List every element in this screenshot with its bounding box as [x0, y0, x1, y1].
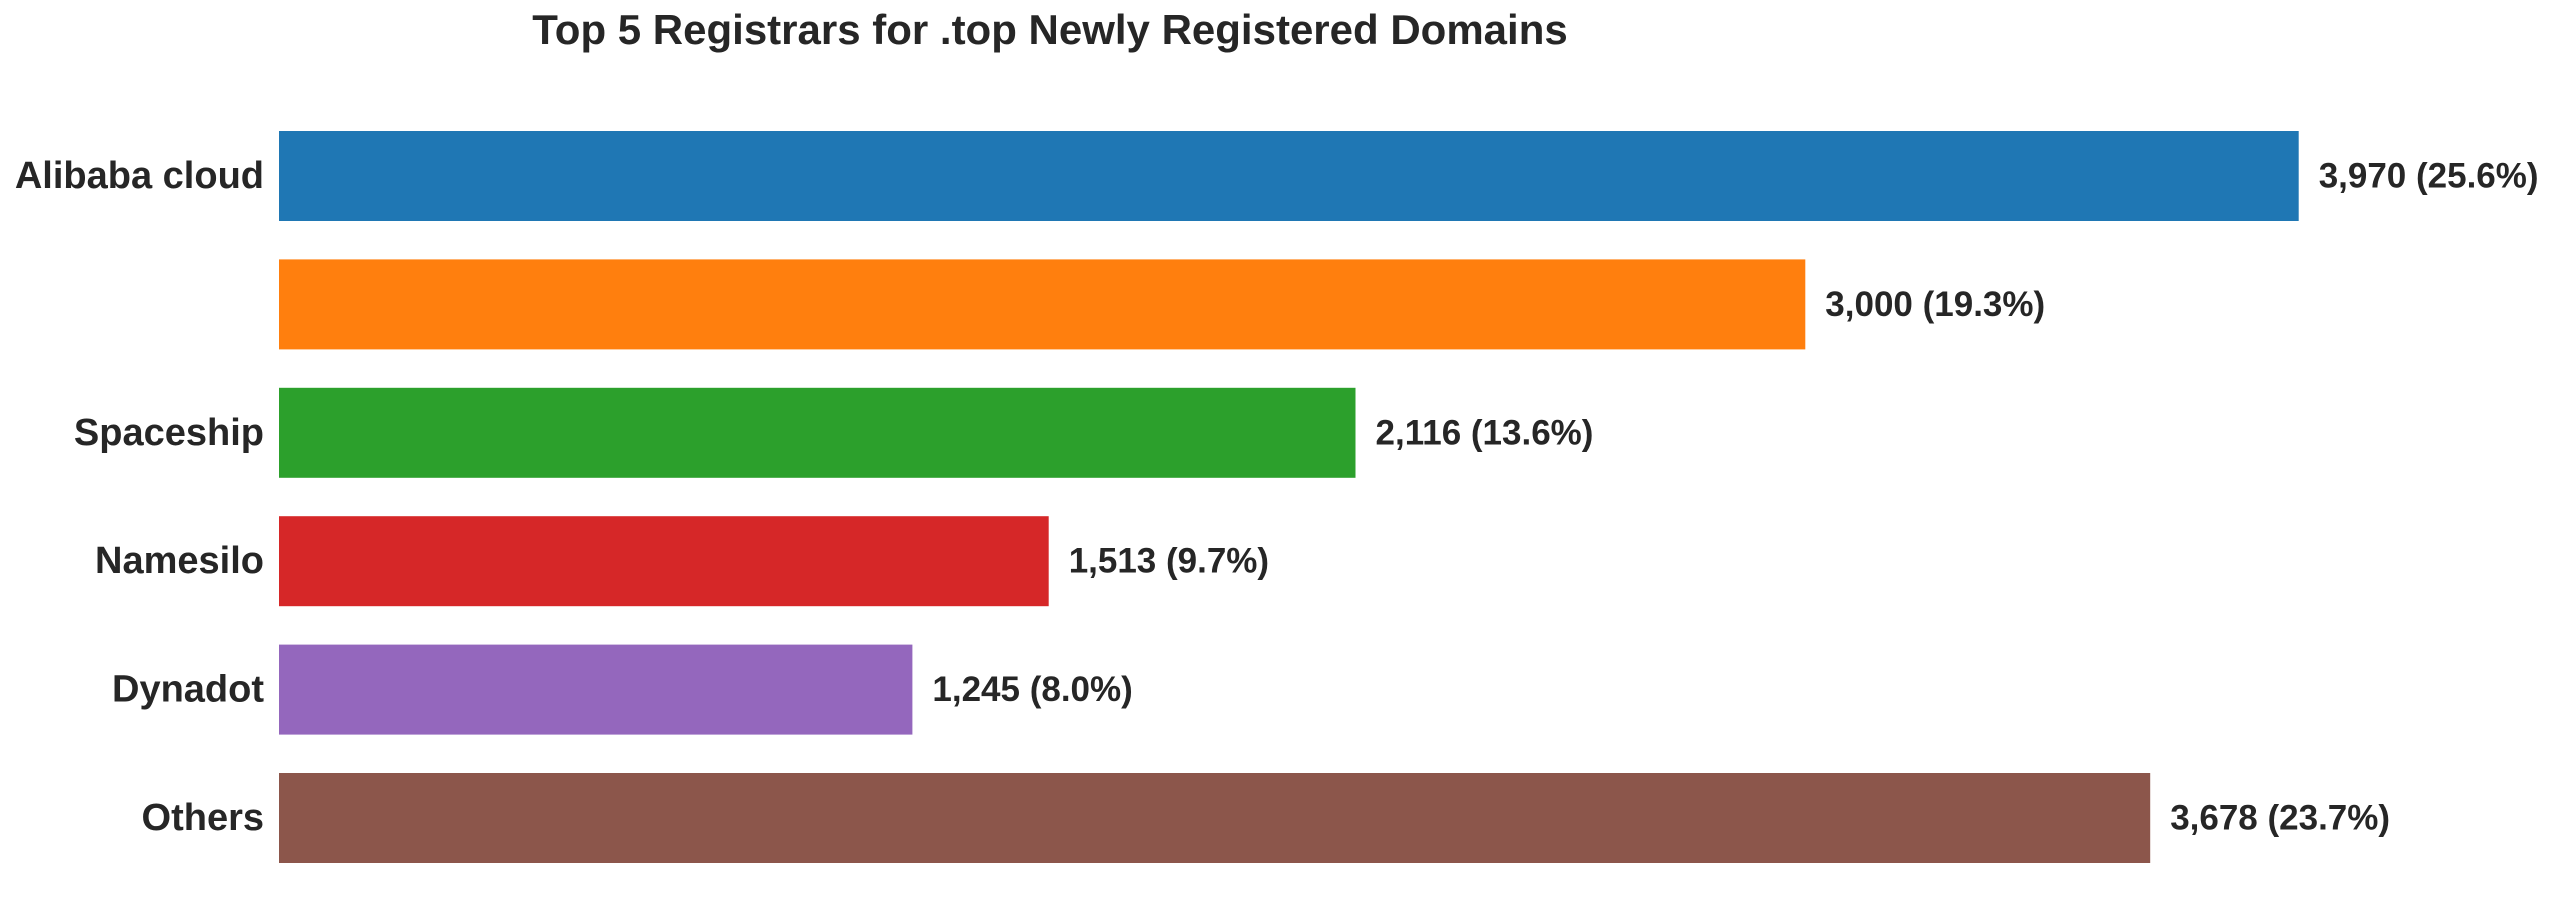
- category-label-0: Alibaba cloud: [15, 155, 264, 197]
- data-label-0: 3,970 (25.6%): [2319, 157, 2539, 196]
- category-label-5: Others: [142, 797, 264, 839]
- bar-1: [279, 259, 1806, 350]
- bar-0: [279, 131, 2299, 221]
- data-label-1: 3,000 (19.3%): [1825, 285, 2045, 324]
- category-label-2: Spaceship: [74, 412, 264, 454]
- category-label-3: Namesilo: [95, 540, 264, 582]
- data-label-5: 3,678 (23.7%): [2170, 799, 2390, 838]
- data-label-3: 1,513 (9.7%): [1069, 542, 1269, 581]
- data-label-2: 2,116 (13.6%): [1376, 413, 1594, 452]
- bar-4: [279, 644, 913, 735]
- data-label-4: 1,245 (8.0%): [932, 670, 1132, 709]
- bar-5: [279, 773, 2151, 863]
- bar-3: [279, 516, 1049, 607]
- chart-title: Top 5 Registrars for .top Newly Register…: [532, 6, 1568, 53]
- category-label-4: Dynadot: [112, 669, 264, 711]
- bar-2: [279, 387, 1356, 478]
